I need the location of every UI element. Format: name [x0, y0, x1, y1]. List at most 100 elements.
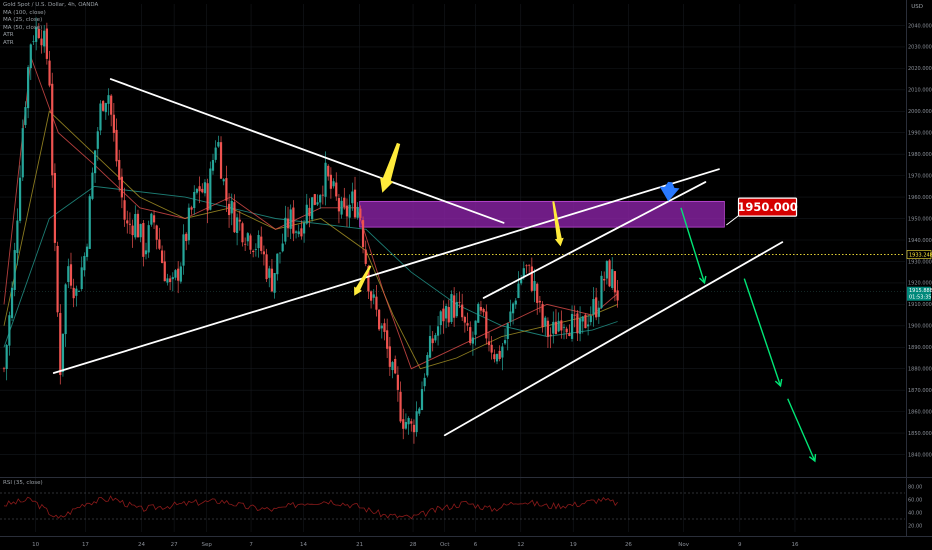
candle-body — [361, 220, 365, 247]
candle-body — [147, 225, 150, 253]
rsi-label[interactable]: RSI (35, close) — [3, 480, 43, 486]
candle-body — [91, 172, 94, 199]
candle-body — [474, 320, 477, 335]
candle-body — [329, 174, 332, 189]
resistance-label-box — [737, 197, 798, 217]
candle-body — [29, 44, 32, 69]
candle-body — [394, 358, 397, 374]
moving-average-line — [3, 185, 618, 348]
candle-body — [233, 202, 236, 233]
price-tick-label: 1840.000 — [908, 452, 932, 458]
indicator-ma50[interactable]: MA (50, close) — [3, 24, 43, 31]
candle-body — [59, 312, 62, 375]
time-tick-label: Sep — [202, 542, 213, 548]
symbol-title[interactable]: Gold Spot / U.S. Dollar, 4h, OANDA — [3, 2, 99, 8]
candle-body — [487, 341, 491, 346]
candle-body — [613, 271, 617, 293]
candle-body — [595, 297, 598, 318]
price-tick-label: 2040.000 — [908, 23, 932, 29]
candle-body — [445, 306, 448, 319]
candle-body — [428, 336, 432, 358]
candle-body — [35, 27, 38, 42]
candle-body — [308, 207, 311, 217]
candle-body — [102, 101, 105, 111]
price-tick-label: 1890.000 — [908, 345, 932, 351]
time-tick-label: 26 — [625, 542, 632, 548]
candle-body — [420, 389, 424, 411]
candle-body — [410, 421, 413, 424]
candle-body — [348, 204, 351, 218]
candle-body — [611, 269, 614, 288]
candle-body — [482, 308, 485, 313]
green-arrow-shaft-1 — [680, 207, 706, 284]
candle-body — [565, 328, 568, 333]
candle-body — [447, 307, 450, 323]
candle-body — [225, 178, 228, 201]
candle-body — [10, 287, 14, 318]
candle-body — [185, 233, 188, 242]
rsi-tick-label: 60.00 — [908, 497, 922, 503]
price-tick-label: 2020.000 — [908, 66, 932, 72]
candle-body — [386, 330, 389, 349]
candle-body — [128, 223, 132, 225]
candle-body — [511, 303, 515, 314]
candle-body — [525, 265, 528, 267]
candle-body — [493, 354, 496, 360]
yellow-arrow-1 — [380, 142, 401, 193]
time-axis[interactable]: 10 17 24 27 Sep 7 14 21 28 Oct 6 12 19 26 Nov 9 16 — [32, 542, 799, 548]
candle-body — [289, 209, 292, 229]
candle-body — [313, 194, 316, 205]
candle-body — [142, 223, 145, 257]
candle-body — [351, 191, 354, 204]
candle-body — [99, 103, 102, 131]
candle-body — [152, 215, 156, 223]
candle-body — [155, 225, 158, 240]
candle-body — [230, 200, 233, 214]
candle-body — [254, 249, 257, 250]
candle-body — [592, 298, 595, 315]
indicator-ma100[interactable]: MA (100, close) — [3, 9, 46, 16]
candle-body — [514, 300, 517, 305]
candle-body — [434, 335, 437, 341]
candle-body — [246, 233, 249, 242]
candle-body — [608, 260, 611, 287]
current-price-value: 1915.888 — [909, 288, 932, 294]
time-tick-label: 16 — [791, 542, 798, 548]
candle-body — [144, 250, 148, 255]
rsi-tick-label: 20.00 — [908, 523, 922, 529]
candle-body — [257, 234, 260, 249]
candle-body — [187, 207, 190, 241]
candle-body — [69, 264, 73, 286]
candle-body — [603, 278, 606, 281]
price-axis[interactable]: 1840.000 1850.000 1860.000 1870.000 1880.000… — [908, 23, 932, 529]
candle-body — [195, 188, 199, 193]
candle-body — [367, 266, 370, 292]
candle-body — [209, 168, 212, 210]
indicator-atr-2[interactable]: ATR — [3, 39, 14, 46]
candle-body — [324, 162, 327, 197]
green-arrow-head-1 — [698, 275, 707, 285]
candle-body — [249, 235, 252, 250]
candlesticks — [2, 17, 619, 444]
candle-body — [51, 83, 54, 176]
indicator-atr-1[interactable]: ATR — [3, 32, 14, 39]
candle-body — [118, 159, 121, 180]
candle-body — [332, 181, 335, 187]
candle-body — [169, 278, 172, 283]
candle-body — [276, 253, 279, 275]
candle-body — [378, 309, 381, 330]
price-tick-label: 1870.000 — [908, 388, 932, 394]
time-tick-label: 7 — [249, 542, 253, 548]
indicator-ma25[interactable]: MA (25, close) — [3, 17, 43, 24]
candle-body — [160, 250, 164, 263]
price-tick-label: 1910.000 — [908, 302, 932, 308]
candle-body — [139, 224, 142, 238]
trendlines[interactable] — [52, 78, 784, 437]
candle-body — [286, 218, 290, 229]
candle-body — [120, 176, 123, 198]
currency-label: USD — [911, 4, 923, 10]
candle-body — [573, 314, 576, 316]
candle-body — [509, 311, 512, 322]
candle-body — [88, 196, 91, 249]
